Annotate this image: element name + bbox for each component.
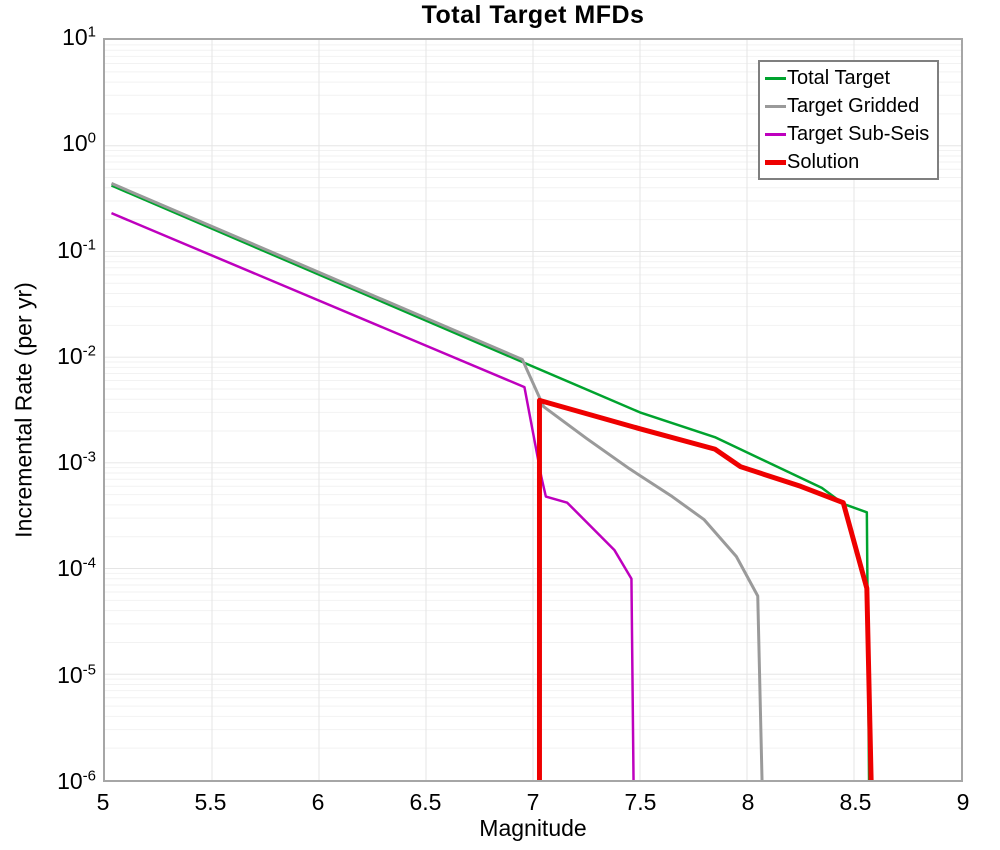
x-tick-label-6: 6 [311,789,325,815]
chart-title: Total Target MFDs [421,1,645,29]
x-tick-label-9: 9 [956,789,970,815]
x-tick-label-7: 7 [526,789,540,815]
y-tick-label-1e-6: 10-6 [57,767,96,794]
y-tick-label-1e-4: 10-4 [57,554,96,582]
x-axis-label: Magnitude [479,815,587,841]
legend-swatch-target-sub-seis [765,132,786,136]
y-tick-label-1e-2: 10-2 [57,342,96,369]
x-tick-label-6-5: 6.5 [409,789,442,815]
y-tick-label-1e-5: 10-5 [57,661,96,688]
y-axis-label: Incremental Rate (per yr) [10,282,37,538]
legend-label-target-sub-seis: Target Sub-Seis [787,122,930,145]
x-tick-label-7-5: 7.5 [624,789,657,815]
y-tick-label-1e0: 100 [62,129,96,157]
series-total-target [110,184,871,780]
legend-swatch-target-gridded [765,104,786,108]
legend: Total Target Target Gridded Target Sub-Sei… [758,60,940,180]
x-tick-label-5: 5 [96,789,110,815]
x-tick-label-5-5: 5.5 [194,789,227,815]
x-tick-label-8: 8 [741,789,755,815]
y-tick-label-1e1: 101 [62,23,96,50]
legend-label-target-gridded: Target Gridded [787,94,920,117]
series-target-sub-seis [110,212,635,780]
legend-label-solution: Solution [787,150,860,173]
y-tick-label-1e-3: 10-3 [57,448,96,476]
x-tick-label-8-5: 8.5 [839,789,872,815]
y-tick-label-1e-1: 10-1 [57,235,96,263]
legend-item-total-target: Total Target [765,64,929,92]
series-solution [536,397,874,780]
legend-label-total-target: Total Target [787,66,891,89]
legend-item-target-gridded: Target Gridded [765,92,929,120]
legend-swatch-solution [765,159,786,165]
legend-swatch-total-target [765,76,786,80]
series-target-gridded [110,182,764,780]
legend-item-target-sub-seis: Target Sub-Seis [765,120,929,148]
legend-item-solution: Solution [765,148,929,176]
